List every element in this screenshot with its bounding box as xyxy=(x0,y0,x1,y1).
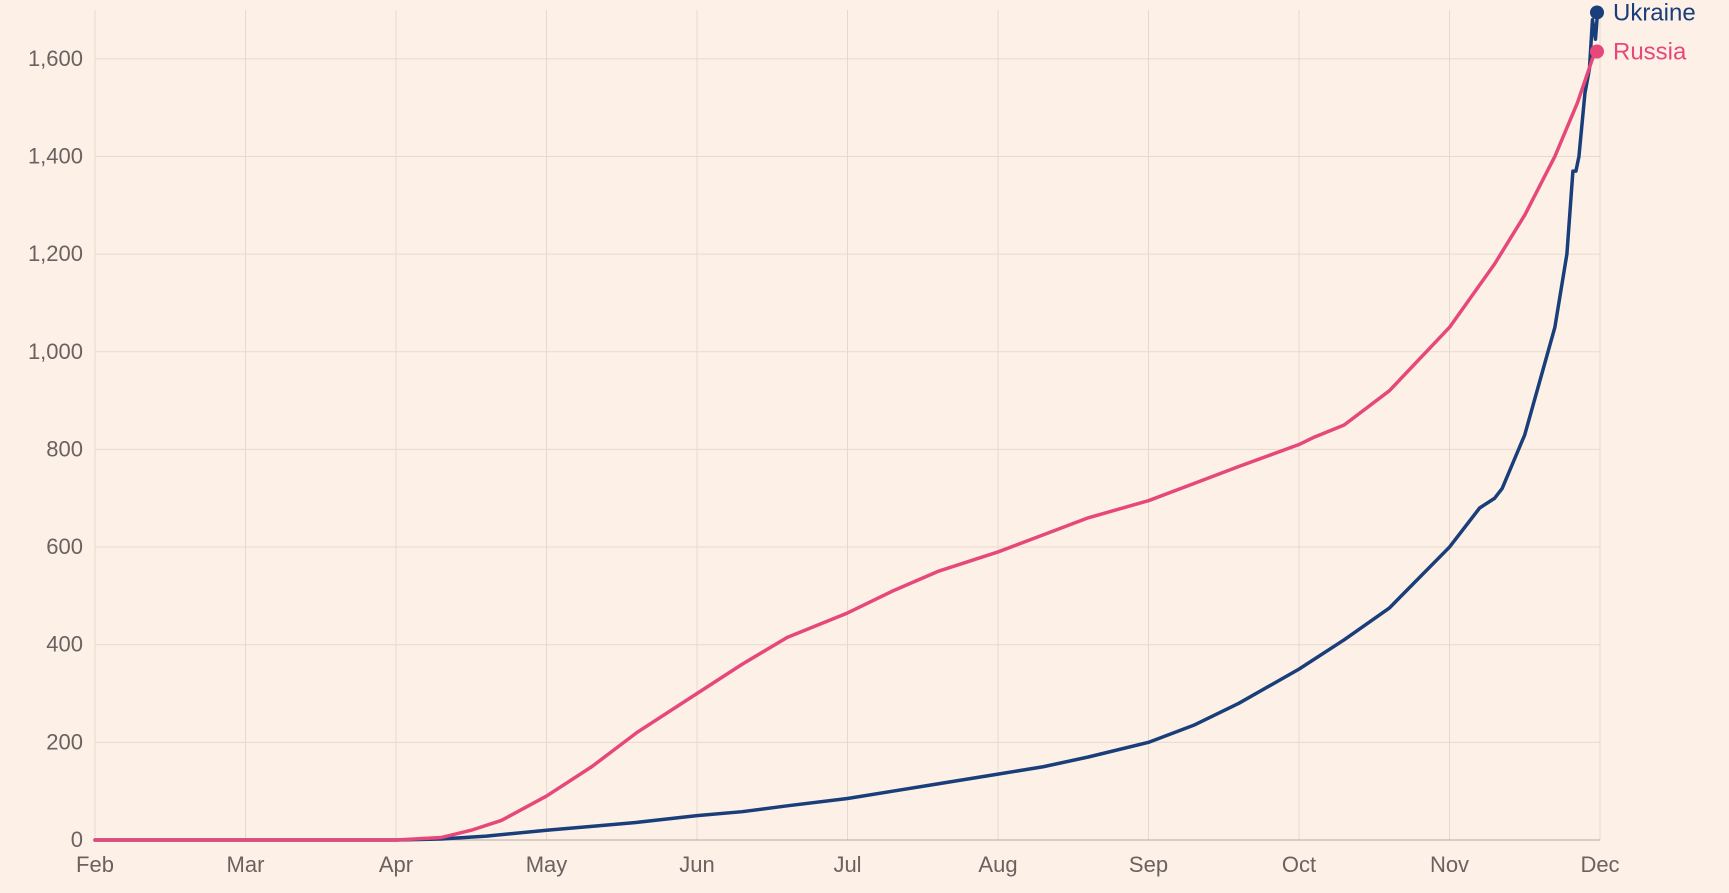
chart-background xyxy=(0,0,1729,893)
x-axis-label: Apr xyxy=(379,852,413,877)
x-axis-label: Sep xyxy=(1129,852,1168,877)
x-axis-label: Jun xyxy=(679,852,714,877)
x-axis-label: Oct xyxy=(1282,852,1316,877)
y-axis-label: 800 xyxy=(46,436,83,461)
y-axis-label: 1,000 xyxy=(28,339,83,364)
y-axis-label: 1,600 xyxy=(28,46,83,71)
series-legend-label-ukraine: Ukraine xyxy=(1613,0,1696,26)
y-axis-label: 0 xyxy=(71,827,83,852)
series-end-marker-russia xyxy=(1590,45,1604,59)
chart-canvas: Feb Mar Apr May Jun Jul Aug Sep Oct Nov Dec 0 200 400… xyxy=(0,0,1729,893)
x-axis-label: Jul xyxy=(833,852,861,877)
series-legend-label-russia: Russia xyxy=(1613,39,1687,66)
x-axis-label: Nov xyxy=(1430,852,1469,877)
series-end-marker-ukraine xyxy=(1590,5,1604,19)
y-axis-label: 600 xyxy=(46,534,83,559)
x-axis-label: Aug xyxy=(978,852,1017,877)
x-axis-label: Mar xyxy=(227,852,265,877)
y-axis-label: 400 xyxy=(46,632,83,657)
x-axis-label: Dec xyxy=(1580,852,1619,877)
x-axis-label: May xyxy=(526,852,568,877)
y-axis-label: 200 xyxy=(46,729,83,754)
line-chart: Feb Mar Apr May Jun Jul Aug Sep Oct Nov Dec 0 200 400… xyxy=(0,0,1729,893)
y-axis-label: 1,200 xyxy=(28,241,83,266)
y-axis-label: 1,400 xyxy=(28,143,83,168)
x-axis-label: Feb xyxy=(76,852,114,877)
